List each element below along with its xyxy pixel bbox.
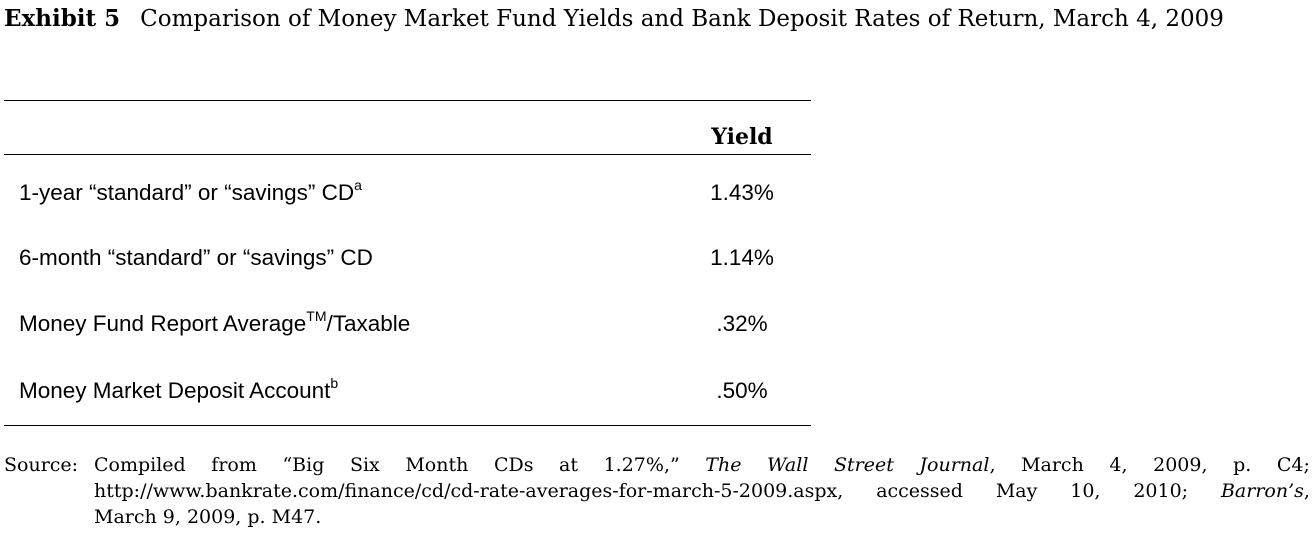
row-label-suffix: /Taxable: [326, 311, 411, 336]
source-word: March: [1021, 454, 1084, 476]
table-bottom-rule: [4, 425, 811, 426]
source-label: Source:: [4, 454, 79, 476]
source-word: Month: [405, 454, 469, 476]
source-word: CDs: [493, 454, 534, 476]
source-word: 10,: [1070, 480, 1101, 502]
table-row: 6-month “standard” or “savings” CD 1.14%: [19, 243, 809, 273]
source-word: C4;: [1276, 454, 1310, 476]
exhibit-label: Exhibit 5: [4, 5, 121, 32]
exhibit-title: Comparison of Money Market Fund Yields a…: [140, 6, 1224, 32]
table-top-rule: [4, 100, 811, 101]
source-word: Barron’s,: [1220, 480, 1310, 502]
table-header-rule: [4, 154, 811, 155]
table-row: 1-year “standard” or “savings” CDa 1.43%: [19, 178, 809, 208]
row-value: 1.43%: [710, 180, 774, 205]
row-label-text: Money Market Deposit Account: [19, 378, 331, 403]
table-row: Money Market Deposit Accountb .50%: [19, 376, 809, 406]
source-line-2: http://www.bankrate.com/finance/cd/cd-ra…: [94, 478, 1310, 504]
source-word: p.: [1233, 454, 1252, 476]
column-header-yield: Yield: [711, 124, 773, 150]
source-word: May: [995, 480, 1038, 502]
row-label-text: Money Fund Report Average: [19, 311, 307, 336]
row-label: Money Fund Report AverageTM/Taxable: [19, 309, 410, 339]
source-word: 2009,: [1153, 454, 1208, 476]
footnote-marker: b: [330, 374, 339, 391]
source-word: Six: [349, 454, 380, 476]
magazine-title: Barron’s: [1220, 480, 1304, 502]
source-line-3: March 9, 2009, p. M47.: [94, 506, 322, 528]
journal-title: Street: [833, 454, 894, 476]
table-row: Money Fund Report AverageTM/Taxable .32%: [19, 309, 809, 339]
row-value: 1.14%: [710, 245, 774, 270]
row-label: 1-year “standard” or “savings” CDa: [19, 178, 362, 208]
source-word: accessed: [876, 480, 963, 502]
footnote-marker: a: [354, 176, 362, 193]
journal-title: Journal: [919, 454, 990, 476]
source-word: Compiled: [94, 454, 186, 476]
journal-title: Wall: [767, 454, 809, 476]
source-word: 1.27%,”: [603, 454, 680, 476]
row-value: .32%: [716, 311, 768, 336]
row-label: 6-month “standard” or “savings” CD: [19, 245, 373, 270]
exhibit-caption: Exhibit 5 Comparison of Money Market Fund…: [4, 2, 1310, 36]
source-word: 4,: [1109, 454, 1128, 476]
journal-title: The: [705, 454, 742, 476]
source-word: from: [211, 454, 257, 476]
row-label: Money Market Deposit Accountb: [19, 376, 338, 406]
source-url: http://www.bankrate.com/finance/cd/cd-ra…: [94, 480, 844, 502]
trademark-marker: TM: [306, 307, 327, 324]
source-body: Compiled from “Big Six Month CDs at 1.27%,” The W…: [94, 452, 1310, 530]
source-line-1: Compiled from “Big Six Month CDs at 1.27%,” The W…: [94, 452, 1310, 478]
source-word: “Big: [282, 454, 325, 476]
source-word: 2010;: [1133, 480, 1189, 502]
row-value: .50%: [716, 378, 768, 403]
source-word: Journal,: [919, 454, 996, 476]
row-label-text: 1-year “standard” or “savings” CD: [19, 180, 355, 205]
source-word: at: [559, 454, 579, 476]
